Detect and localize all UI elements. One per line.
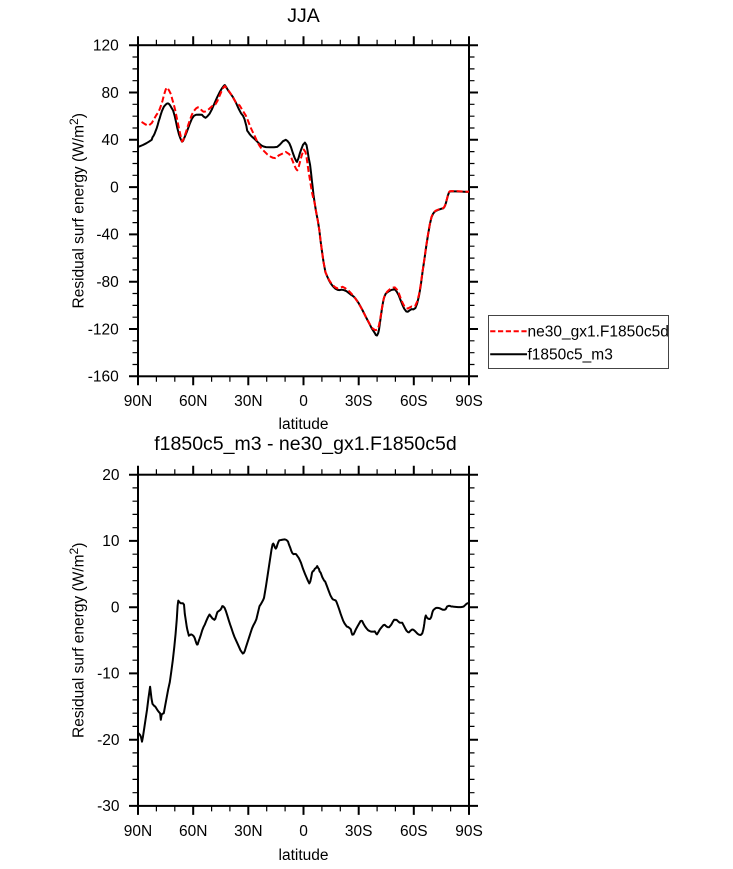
svg-text:Residual surf energy (W/m2): Residual surf energy (W/m2) <box>67 113 88 308</box>
svg-text:-160: -160 <box>88 369 119 386</box>
svg-text:10: 10 <box>102 533 120 550</box>
svg-text:0: 0 <box>111 600 120 617</box>
svg-text:90S: 90S <box>455 393 483 410</box>
svg-text:30S: 30S <box>345 823 373 840</box>
svg-text:60S: 60S <box>400 823 428 840</box>
svg-text:90S: 90S <box>455 823 483 840</box>
svg-text:-10: -10 <box>97 666 120 683</box>
svg-text:120: 120 <box>93 38 119 55</box>
svg-text:-120: -120 <box>88 321 119 338</box>
svg-text:90N: 90N <box>124 823 152 840</box>
svg-text:60S: 60S <box>400 393 428 410</box>
svg-text:30N: 30N <box>234 393 262 410</box>
svg-text:JJA: JJA <box>287 5 320 27</box>
svg-text:60N: 60N <box>179 393 207 410</box>
svg-text:90N: 90N <box>124 393 152 410</box>
svg-text:f1850c5_m3 - ne30_gx1.F1850c5d: f1850c5_m3 - ne30_gx1.F1850c5d <box>154 433 456 455</box>
svg-text:0: 0 <box>110 179 119 196</box>
svg-text:0: 0 <box>299 393 308 410</box>
svg-text:20: 20 <box>102 467 120 484</box>
svg-text:30N: 30N <box>234 823 262 840</box>
svg-text:-80: -80 <box>96 274 119 291</box>
svg-text:40: 40 <box>102 132 120 149</box>
svg-text:-20: -20 <box>97 732 120 749</box>
svg-text:-40: -40 <box>96 227 119 244</box>
svg-text:ne30_gx1.F1850c5d: ne30_gx1.F1850c5d <box>528 324 669 341</box>
svg-text:-30: -30 <box>97 798 120 815</box>
svg-text:80: 80 <box>102 85 120 102</box>
svg-text:Residual surf energy (W/m2): Residual surf energy (W/m2) <box>67 543 88 738</box>
svg-text:0: 0 <box>299 823 308 840</box>
svg-text:latitude: latitude <box>279 416 329 433</box>
svg-text:60N: 60N <box>179 823 207 840</box>
svg-text:30S: 30S <box>345 393 373 410</box>
svg-text:latitude: latitude <box>279 847 329 864</box>
svg-text:f1850c5_m3: f1850c5_m3 <box>528 347 613 364</box>
